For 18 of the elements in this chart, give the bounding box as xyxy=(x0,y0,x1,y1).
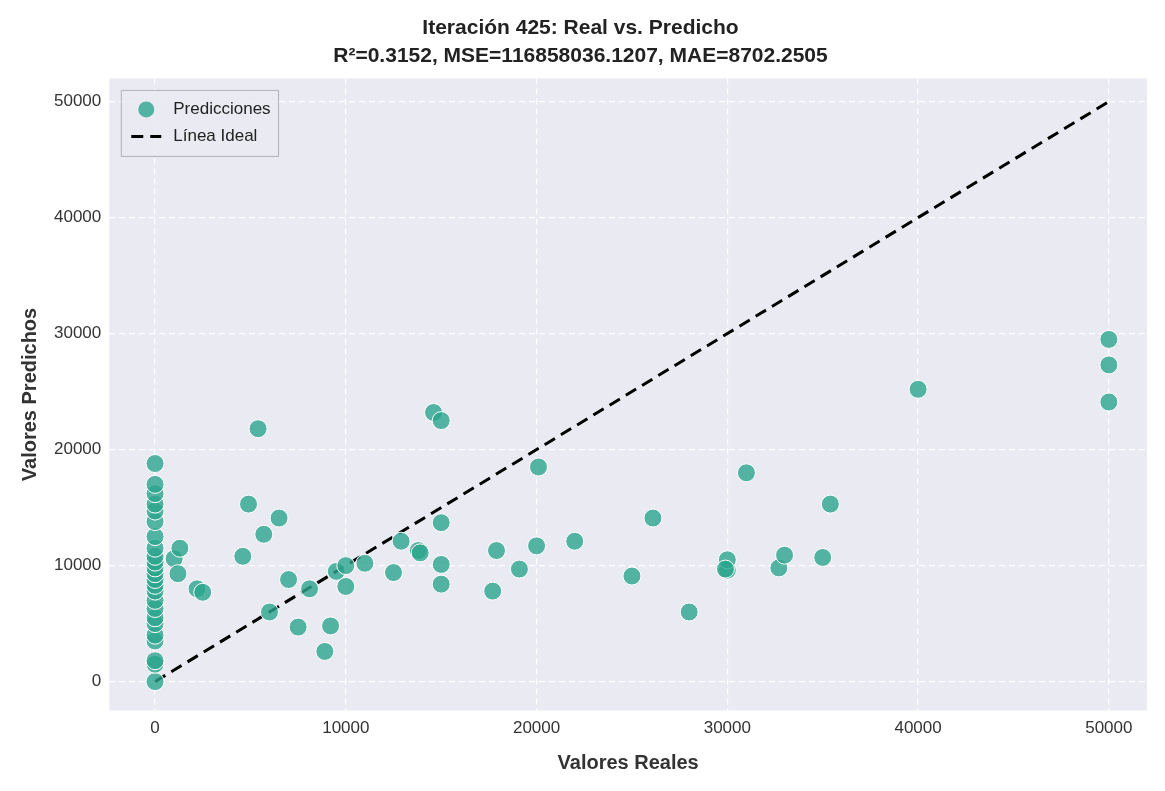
x-tick-label: 50000 xyxy=(1085,718,1133,738)
y-tick-label: 30000 xyxy=(53,323,102,343)
x-tick-label: 30000 xyxy=(703,718,751,738)
y-axis-title: Valores Predichos xyxy=(17,307,40,482)
y-tick-label: 50000 xyxy=(53,91,102,111)
x-tick-label: 20000 xyxy=(512,718,561,738)
y-tick-label: 20000 xyxy=(53,439,102,459)
legend-label: Predicciones xyxy=(173,99,271,119)
y-tick-label: 40000 xyxy=(53,207,102,227)
chart-title: Iteración 425: Real vs. Predicho xyxy=(422,15,739,39)
x-tick-label: 10000 xyxy=(322,718,370,738)
x-axis-title: Valores Reales xyxy=(557,750,699,773)
x-tick-label: 0 xyxy=(150,718,160,738)
x-tick-label: 40000 xyxy=(894,718,942,738)
y-tick-label: 0 xyxy=(91,671,102,691)
y-tick-label: 10000 xyxy=(53,555,102,575)
chart-subtitle: R²=0.3152, MSE=116858036.1207, MAE=8702.2505 xyxy=(333,42,829,66)
legend-label: Línea Ideal xyxy=(173,126,258,146)
